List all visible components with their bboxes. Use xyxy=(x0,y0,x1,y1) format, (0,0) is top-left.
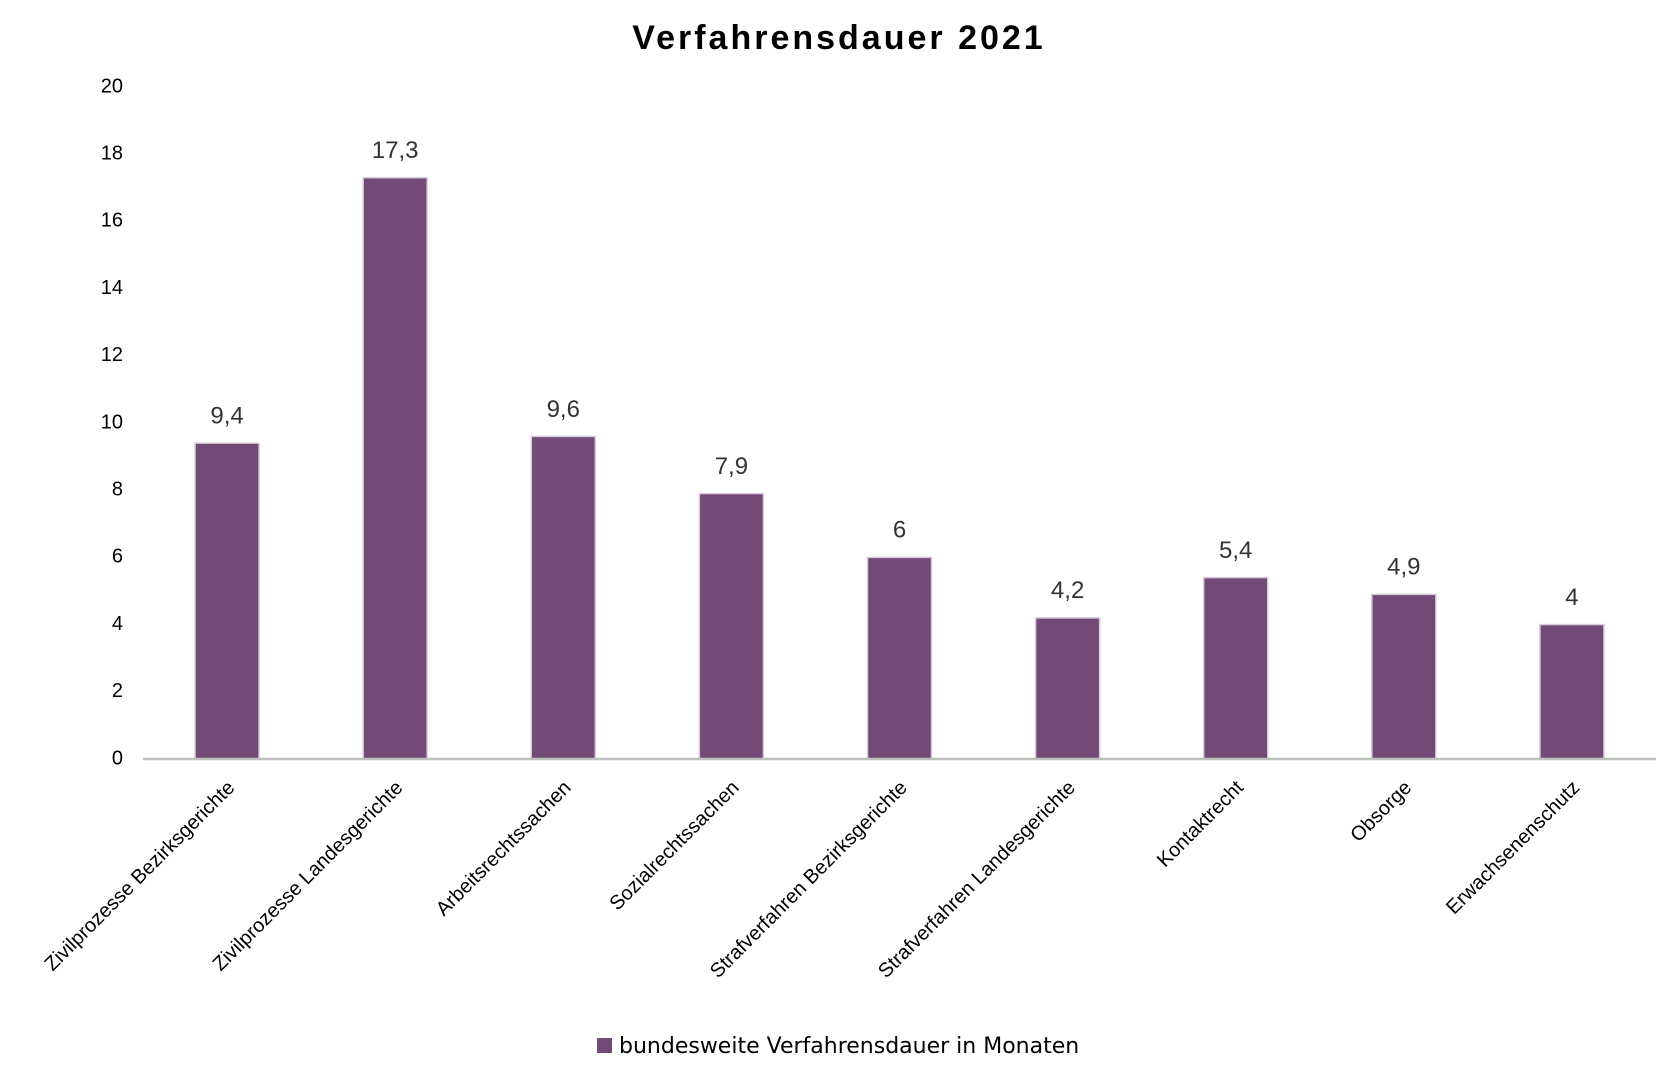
chart-title: Verfahrensdauer 2021 xyxy=(632,19,1045,57)
y-tick-label: 12 xyxy=(101,344,123,366)
value-label: 7,9 xyxy=(715,453,748,480)
y-tick-label: 16 xyxy=(101,210,123,232)
bar xyxy=(362,176,428,760)
bar xyxy=(194,442,260,760)
bar xyxy=(698,492,765,760)
y-tick-label: 2 xyxy=(112,680,123,702)
bar xyxy=(1202,576,1269,760)
x-tick-label: Erwachsenenschutz xyxy=(1442,777,1584,919)
x-tick-label: Zivilprozesse Landesgerichte xyxy=(209,777,408,976)
y-tick-label: 14 xyxy=(101,277,123,299)
bar xyxy=(1539,623,1605,760)
bar xyxy=(866,556,933,760)
value-label: 9,4 xyxy=(210,403,243,430)
value-label: 17,3 xyxy=(372,137,419,164)
value-label: 4,2 xyxy=(1051,577,1084,604)
x-tick-label: Kontaktrecht xyxy=(1153,776,1248,871)
x-tick-label: Obsorge xyxy=(1346,777,1416,847)
value-label: 6 xyxy=(893,517,906,544)
bar xyxy=(1371,593,1437,760)
y-tick-label: 8 xyxy=(112,478,123,500)
y-tick-label: 0 xyxy=(112,747,123,769)
bar xyxy=(1034,617,1101,760)
value-label: 9,6 xyxy=(547,396,580,423)
y-tick-label: 6 xyxy=(112,546,123,568)
bar xyxy=(530,435,597,760)
value-label: 4,9 xyxy=(1387,554,1420,581)
x-tick-label: Sozialrechtssachen xyxy=(605,777,743,915)
y-tick-label: 4 xyxy=(112,613,123,635)
y-tick-label: 18 xyxy=(101,142,123,164)
x-tick-label: Arbeitsrechtssachen xyxy=(432,777,576,921)
value-label: 5,4 xyxy=(1219,537,1252,564)
y-tick-label: 20 xyxy=(101,75,123,97)
legend-swatch xyxy=(597,1038,612,1053)
legend-label: bundesweite Verfahrensdauer in Monaten xyxy=(619,1034,1079,1059)
y-tick-label: 10 xyxy=(101,411,123,433)
value-label: 4 xyxy=(1565,584,1578,611)
x-tick-label: Zivilprozesse Bezirksgerichte xyxy=(41,777,240,976)
x-tick-label: Strafverfahren Landesgerichte xyxy=(874,777,1080,983)
x-tick-label: Strafverfahren Bezirksgerichte xyxy=(706,777,912,983)
